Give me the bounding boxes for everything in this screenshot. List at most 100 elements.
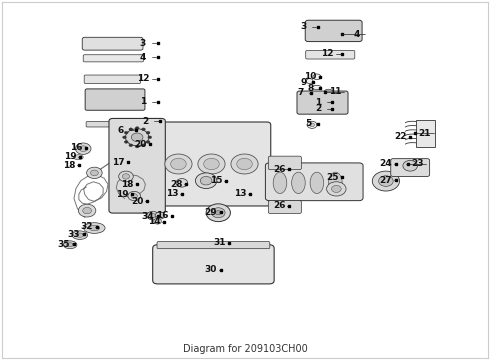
Ellipse shape [89, 225, 100, 231]
Circle shape [131, 194, 137, 198]
FancyBboxPatch shape [305, 20, 362, 42]
Text: 33: 33 [68, 230, 80, 239]
Circle shape [147, 211, 159, 220]
Circle shape [176, 179, 188, 187]
Text: 20: 20 [131, 197, 144, 206]
Text: 3: 3 [140, 39, 146, 48]
Circle shape [171, 158, 186, 170]
Text: 22: 22 [394, 132, 407, 141]
Circle shape [231, 154, 258, 174]
Text: 21: 21 [418, 129, 431, 138]
Text: 8: 8 [307, 84, 314, 93]
FancyBboxPatch shape [86, 122, 147, 127]
Circle shape [206, 204, 230, 222]
Circle shape [135, 145, 139, 148]
Circle shape [196, 173, 217, 189]
Text: 4: 4 [140, 53, 146, 62]
Text: 30: 30 [205, 265, 217, 274]
Text: 24: 24 [380, 159, 392, 168]
Ellipse shape [74, 155, 83, 160]
Ellipse shape [325, 89, 332, 93]
Circle shape [142, 128, 146, 131]
Text: 14: 14 [148, 217, 160, 226]
FancyBboxPatch shape [154, 122, 271, 206]
Text: 10: 10 [304, 72, 317, 81]
FancyBboxPatch shape [269, 201, 301, 213]
Circle shape [129, 128, 133, 131]
Text: 5: 5 [305, 119, 311, 128]
Circle shape [87, 167, 102, 179]
Text: 4: 4 [354, 30, 360, 39]
Circle shape [135, 127, 139, 130]
Circle shape [372, 171, 399, 191]
Text: 13: 13 [166, 189, 178, 198]
Circle shape [403, 161, 417, 171]
Text: 13: 13 [234, 189, 246, 198]
Ellipse shape [292, 172, 305, 194]
Text: 31: 31 [213, 238, 225, 247]
FancyBboxPatch shape [109, 118, 165, 213]
Text: 9: 9 [300, 78, 306, 87]
Ellipse shape [329, 172, 342, 194]
Circle shape [379, 176, 393, 186]
FancyBboxPatch shape [266, 163, 363, 201]
Text: 27: 27 [380, 176, 392, 185]
Circle shape [237, 158, 252, 170]
Text: 1: 1 [140, 97, 146, 106]
Text: 20: 20 [134, 140, 147, 149]
Ellipse shape [310, 172, 324, 194]
Text: 11: 11 [329, 87, 341, 96]
Circle shape [310, 123, 315, 127]
Circle shape [198, 154, 225, 174]
Text: 16: 16 [156, 211, 169, 220]
Text: 2: 2 [315, 104, 321, 113]
Circle shape [128, 192, 141, 201]
Circle shape [125, 129, 149, 146]
Text: 7: 7 [298, 88, 304, 97]
Circle shape [142, 144, 146, 147]
Text: 17: 17 [112, 158, 125, 167]
Circle shape [122, 174, 130, 179]
Circle shape [91, 170, 98, 176]
Circle shape [122, 136, 126, 139]
Text: 6: 6 [118, 126, 124, 135]
FancyBboxPatch shape [157, 242, 270, 249]
Ellipse shape [273, 172, 287, 194]
FancyBboxPatch shape [391, 159, 430, 176]
Text: 19: 19 [64, 152, 76, 161]
Circle shape [313, 74, 321, 80]
Circle shape [327, 182, 346, 196]
Circle shape [78, 204, 96, 217]
Text: 19: 19 [116, 190, 129, 199]
Text: 28: 28 [170, 180, 182, 189]
Text: 12: 12 [321, 49, 334, 58]
Circle shape [331, 185, 341, 193]
FancyBboxPatch shape [85, 89, 145, 110]
Circle shape [129, 144, 133, 147]
Circle shape [154, 219, 161, 224]
Circle shape [216, 211, 221, 215]
Circle shape [212, 208, 225, 218]
FancyBboxPatch shape [306, 50, 355, 59]
Text: 18: 18 [121, 180, 134, 189]
Ellipse shape [63, 241, 77, 249]
Circle shape [146, 140, 150, 143]
Text: 15: 15 [210, 176, 222, 185]
Circle shape [119, 171, 133, 182]
Circle shape [75, 143, 91, 154]
Circle shape [307, 121, 317, 129]
Circle shape [131, 133, 143, 141]
Circle shape [150, 213, 156, 218]
Circle shape [148, 136, 152, 139]
Text: 23: 23 [411, 159, 424, 168]
Circle shape [124, 131, 128, 134]
FancyBboxPatch shape [297, 91, 348, 114]
FancyBboxPatch shape [82, 37, 143, 50]
FancyBboxPatch shape [269, 156, 301, 170]
Text: 35: 35 [57, 239, 70, 248]
Text: 1: 1 [315, 98, 321, 107]
Text: 2: 2 [142, 117, 148, 126]
FancyBboxPatch shape [84, 75, 141, 84]
Circle shape [165, 154, 192, 174]
Circle shape [155, 212, 165, 219]
